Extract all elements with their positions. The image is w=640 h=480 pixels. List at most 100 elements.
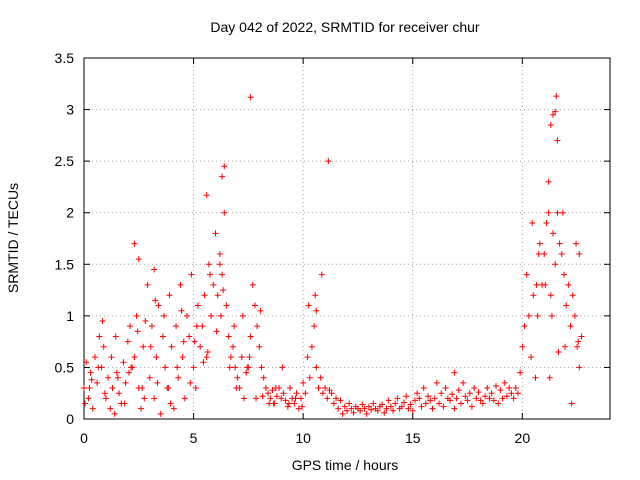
- data-point: [253, 395, 260, 402]
- data-point: [168, 343, 175, 350]
- data-point: [536, 240, 543, 247]
- data-point: [530, 292, 537, 299]
- data-point: [121, 400, 128, 407]
- data-point: [270, 400, 277, 407]
- data-point: [105, 374, 112, 381]
- data-point: [293, 390, 300, 397]
- data-point: [99, 318, 106, 325]
- data-point: [460, 379, 467, 386]
- data-point: [205, 261, 212, 268]
- data-point: [346, 400, 353, 407]
- data-point: [162, 364, 169, 371]
- data-point: [285, 400, 292, 407]
- data-point: [552, 261, 559, 268]
- data-point: [166, 292, 173, 299]
- data-point: [484, 385, 491, 392]
- data-point: [381, 409, 388, 416]
- x-tick-label: 10: [295, 430, 311, 446]
- data-point: [210, 281, 217, 288]
- data-point: [109, 385, 116, 392]
- data-point: [207, 271, 214, 278]
- data-point: [295, 405, 302, 412]
- data-point: [254, 323, 261, 330]
- x-axis-label: GPS time / hours: [292, 457, 399, 473]
- data-point: [486, 395, 493, 402]
- data-point: [554, 209, 561, 216]
- data-point: [114, 374, 121, 381]
- data-point: [86, 385, 93, 392]
- data-point: [120, 359, 127, 366]
- data-point: [299, 403, 306, 410]
- data-point: [216, 250, 223, 257]
- data-point: [556, 240, 563, 247]
- data-point: [302, 390, 309, 397]
- data-point: [190, 364, 197, 371]
- data-point: [278, 395, 285, 402]
- data-point: [394, 395, 401, 402]
- data-point: [96, 333, 103, 340]
- data-point: [239, 312, 246, 319]
- data-point: [319, 390, 326, 397]
- data-point: [113, 369, 120, 376]
- data-point: [127, 323, 134, 330]
- data-point: [297, 395, 304, 402]
- data-point: [247, 333, 254, 340]
- data-point: [140, 343, 147, 350]
- data-point: [409, 407, 416, 414]
- data-point: [221, 163, 228, 170]
- data-point: [175, 374, 182, 381]
- data-point: [144, 281, 151, 288]
- data-point: [186, 333, 193, 340]
- data-point: [576, 364, 583, 371]
- data-point: [219, 271, 226, 278]
- data-point: [265, 390, 272, 397]
- data-point: [392, 400, 399, 407]
- data-point: [111, 410, 118, 417]
- data-point: [322, 385, 329, 392]
- data-point: [279, 364, 286, 371]
- data-point: [100, 343, 107, 350]
- data-point: [339, 410, 346, 417]
- data-point: [247, 94, 254, 101]
- data-point: [546, 374, 553, 381]
- data-point: [555, 348, 562, 355]
- data-point: [251, 302, 258, 309]
- data-point: [188, 271, 195, 278]
- data-point: [525, 312, 532, 319]
- data-point: [131, 240, 138, 247]
- data-point: [337, 397, 344, 404]
- data-point: [238, 354, 245, 361]
- data-point: [545, 209, 552, 216]
- data-point: [464, 397, 471, 404]
- data-point: [305, 302, 312, 309]
- data-point: [181, 395, 188, 402]
- data-point: [148, 323, 155, 330]
- data-point: [558, 250, 565, 257]
- data-point: [308, 343, 315, 350]
- data-point: [550, 111, 557, 118]
- data-point: [548, 312, 555, 319]
- data-point: [152, 297, 159, 304]
- data-point: [284, 403, 291, 410]
- data-point: [226, 364, 233, 371]
- data-point: [194, 302, 201, 309]
- data-point: [184, 312, 191, 319]
- data-point: [383, 405, 390, 412]
- data-point: [422, 400, 429, 407]
- data-point: [160, 312, 167, 319]
- data-point: [528, 354, 535, 361]
- data-point: [216, 261, 223, 268]
- data-point: [547, 292, 554, 299]
- axis-ticks: 0 5 10 15 20 0 0.5 1 1.5 2 2.5 3 3.5: [55, 50, 610, 446]
- data-point: [170, 405, 177, 412]
- data-point: [203, 354, 210, 361]
- data-point: [318, 271, 325, 278]
- data-point: [177, 281, 184, 288]
- data-point: [488, 390, 495, 397]
- data-point: [146, 374, 153, 381]
- plot-frame: [83, 57, 611, 420]
- data-point: [510, 395, 517, 402]
- data-point: [363, 410, 370, 417]
- data-point: [541, 250, 548, 257]
- data-point: [155, 302, 162, 309]
